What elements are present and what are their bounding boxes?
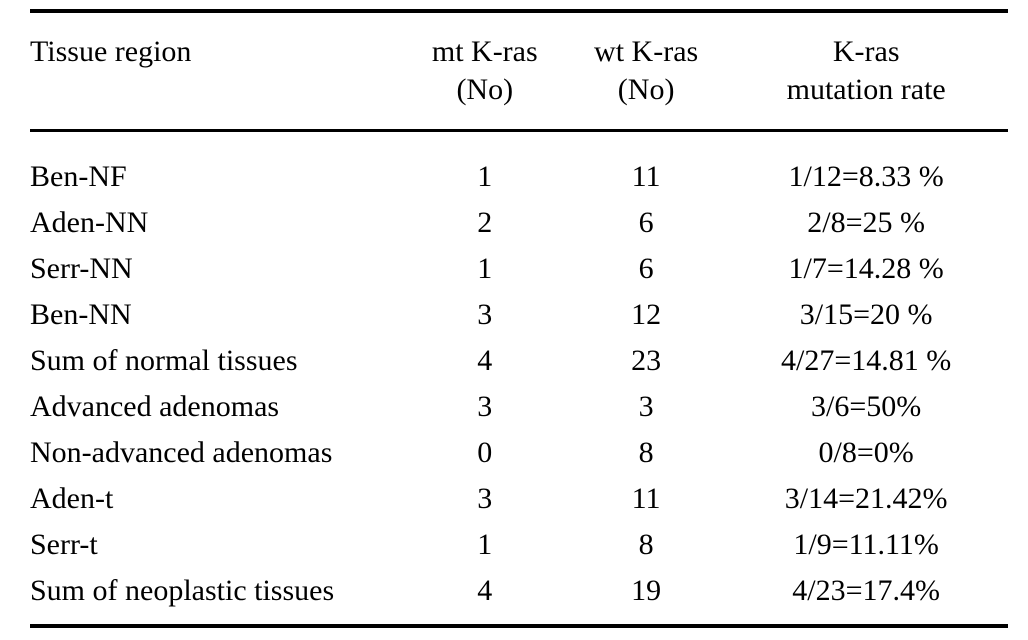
mt-kras-cell: 3 [477,298,493,331]
mutation-rate-cell: 2/8=25 % [807,206,926,239]
tissue-region-cell: Non-advanced adenomas [30,436,333,469]
wt-kras-cell: 11 [631,160,661,193]
wt-kras-cell: 8 [638,528,654,561]
header-tissue-region: Tissue region [30,11,402,131]
mutation-rate-cell: 1/9=11.11% [793,528,939,561]
table-row: Ben-NF 1 11 1/12=8.33 % [30,131,1008,201]
mt-kras-cell: 0 [477,436,493,469]
mutation-rate-cell: 3/6=50% [811,390,922,423]
table-row: Non-advanced adenomas 0 8 0/8=0% [30,430,1008,476]
header-tissue-region-label: Tissue region [30,35,192,68]
table-header: Tissue region mt K-ras (No) wt K-ras (No… [30,11,1008,131]
wt-kras-cell: 6 [638,206,654,239]
tissue-region-cell: Aden-t [30,482,114,515]
tissue-region-cell: Ben-NN [30,298,132,331]
tissue-region-cell: Ben-NF [30,160,127,193]
mutation-rate-cell: 4/23=17.4% [792,574,941,607]
header-wt-kras-line1: wt K-ras [594,35,699,68]
tissue-region-cell: Sum of normal tissues [30,344,298,377]
table-row: Serr-t 1 8 1/9=11.11% [30,522,1008,568]
tissue-region-cell: Serr-t [30,528,98,561]
mt-kras-cell: 4 [477,344,493,377]
wt-kras-cell: 6 [638,252,654,285]
wt-kras-cell: 19 [631,574,662,607]
wt-kras-cell: 11 [631,482,661,515]
mt-kras-cell: 1 [477,160,493,193]
table-row: Aden-NN 2 6 2/8=25 % [30,200,1008,246]
wt-kras-cell: 23 [631,344,662,377]
mutation-rate-cell: 1/12=8.33 % [788,160,944,193]
table-row: Sum of neoplastic tissues 4 19 4/23=17.4… [30,568,1008,626]
table-body: Ben-NF 1 11 1/12=8.33 % Aden-NN 2 6 2/8=… [30,131,1008,627]
kras-mutation-table-wrap: Tissue region mt K-ras (No) wt K-ras (No… [30,9,1008,628]
wt-kras-cell: 12 [631,298,662,331]
header-mutation-rate: K-ras mutation rate [724,11,1008,131]
mutation-rate-cell: 0/8=0% [818,436,914,469]
table-row: Aden-t 3 11 3/14=21.42% [30,476,1008,522]
header-mt-kras: mt K-ras (No) [402,11,568,131]
table-row: Serr-NN 1 6 1/7=14.28 % [30,246,1008,292]
header-mutation-rate-line2: mutation rate [786,73,946,106]
mutation-rate-cell: 3/15=20 % [799,298,933,331]
header-row: Tissue region mt K-ras (No) wt K-ras (No… [30,11,1008,131]
mutation-rate-cell: 1/7=14.28 % [788,252,944,285]
tissue-region-cell: Aden-NN [30,206,149,239]
mutation-rate-cell: 3/14=21.42% [784,482,948,515]
wt-kras-cell: 3 [638,390,654,423]
wt-kras-cell: 8 [638,436,654,469]
mutation-rate-cell: 4/27=14.81 % [781,344,952,377]
table-row: Sum of normal tissues 4 23 4/27=14.81 % [30,338,1008,384]
table-row: Ben-NN 3 12 3/15=20 % [30,292,1008,338]
mt-kras-cell: 3 [477,482,493,515]
kras-mutation-table: Tissue region mt K-ras (No) wt K-ras (No… [30,9,1008,628]
header-wt-kras: wt K-ras (No) [568,11,724,131]
table-row: Advanced adenomas 3 3 3/6=50% [30,384,1008,430]
tissue-region-cell: Serr-NN [30,252,133,285]
mt-kras-cell: 3 [477,390,493,423]
tissue-region-cell: Sum of neoplastic tissues [30,574,335,607]
mt-kras-cell: 4 [477,574,493,607]
header-wt-kras-line2: (No) [617,73,675,106]
header-mt-kras-line2: (No) [456,73,514,106]
mt-kras-cell: 1 [477,252,493,285]
header-mutation-rate-line1: K-ras [832,35,900,68]
tissue-region-cell: Advanced adenomas [30,390,280,423]
mt-kras-cell: 2 [477,206,493,239]
mt-kras-cell: 1 [477,528,493,561]
header-mt-kras-line1: mt K-ras [431,35,538,68]
